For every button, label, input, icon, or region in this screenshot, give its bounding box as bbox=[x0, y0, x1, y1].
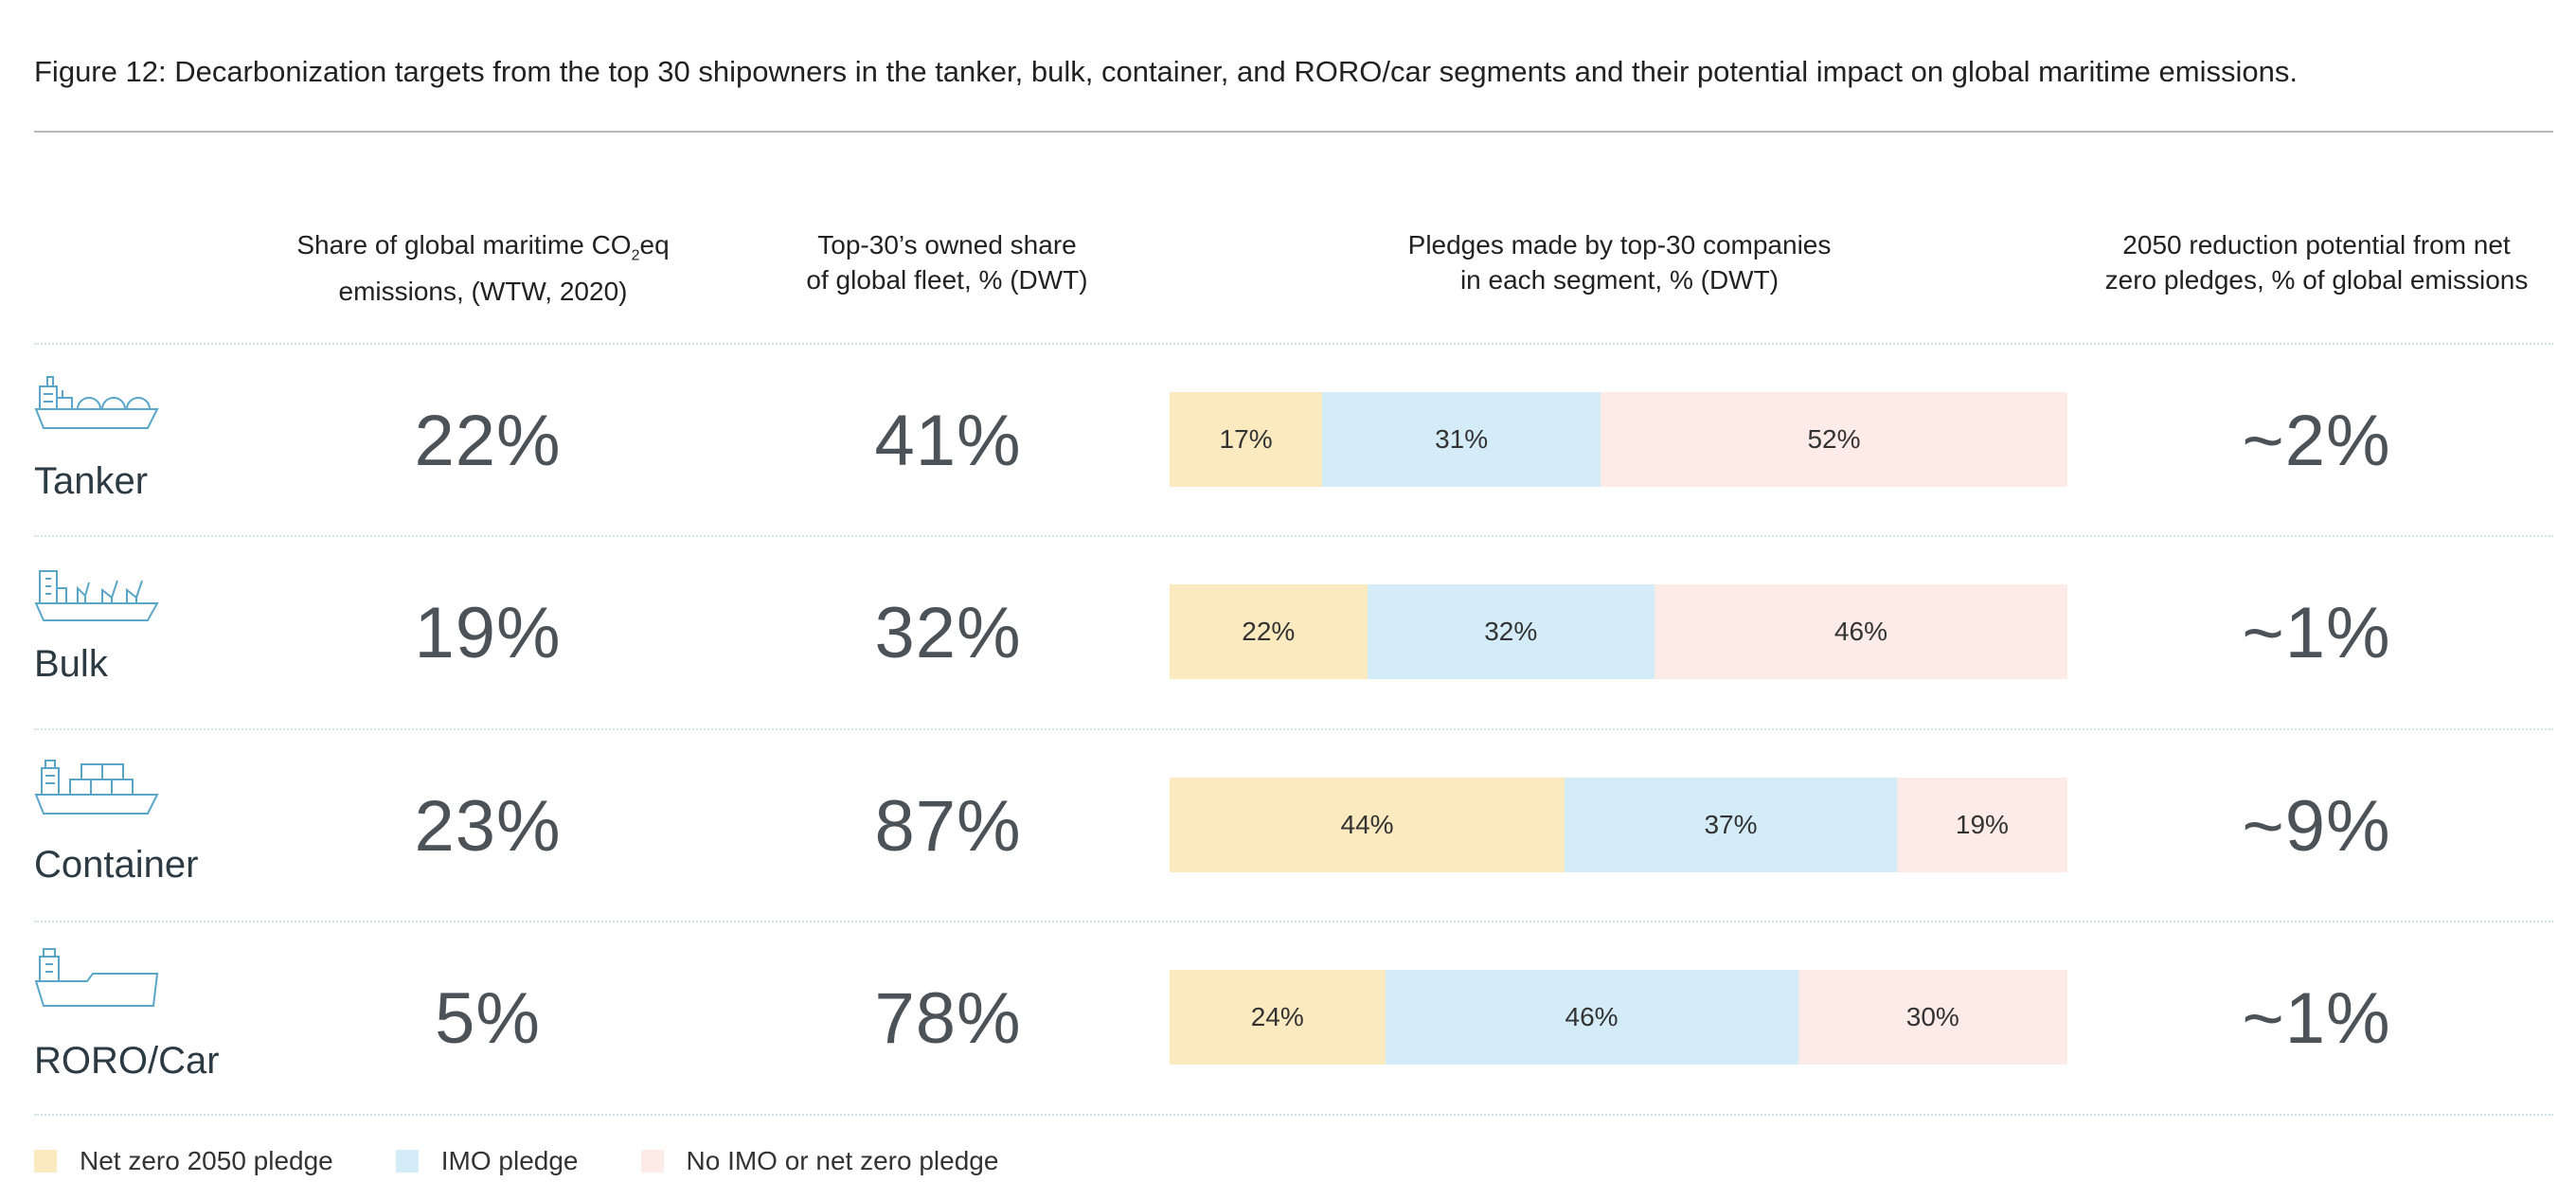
bar-value-label: 31% bbox=[1435, 424, 1489, 454]
header-share-line2: emissions, (WTW, 2020) bbox=[338, 276, 628, 306]
pledge-bar: 17% 31% 52% bbox=[1170, 392, 2067, 487]
legend: Net zero 2050 pledge IMO pledge No IMO o… bbox=[34, 1146, 1061, 1176]
bar-value-label: 52% bbox=[1807, 424, 1861, 454]
header-pledges: Pledges made by top-30 companies in each… bbox=[1373, 227, 1866, 297]
reduction-potential-value: ~1% bbox=[2242, 978, 2391, 1059]
pledge-bar: 44% 37% 19% bbox=[1170, 778, 2067, 872]
header-share-line1-pre: Share of global maritime CO bbox=[296, 230, 632, 260]
header-pledges-line1: Pledges made by top-30 companies bbox=[1407, 230, 1832, 260]
bar-segment-imo: 37% bbox=[1565, 778, 1897, 872]
bar-segment-no-pledge: 19% bbox=[1896, 778, 2067, 872]
header-potential-line1: 2050 reduction potential from net bbox=[2122, 230, 2511, 260]
share-of-emissions-value: 22% bbox=[414, 401, 562, 481]
bar-segment-no-pledge: 52% bbox=[1601, 392, 2067, 487]
bar-segment-no-pledge: 30% bbox=[1798, 970, 2067, 1065]
legend-label: No IMO or net zero pledge bbox=[686, 1146, 999, 1175]
figure-title: Figure 12: Decarbonization targets from … bbox=[34, 55, 2298, 88]
bar-value-label: 44% bbox=[1340, 810, 1394, 839]
header-share-line1-sub: 2 bbox=[631, 247, 640, 264]
segment-label: Bulk bbox=[34, 643, 108, 685]
header-pledges-line2: in each segment, % (DWT) bbox=[1459, 265, 1780, 295]
reduction-potential-value: ~1% bbox=[2242, 593, 2391, 673]
header-reduction-potential: 2050 reduction potential from net zero p… bbox=[2089, 227, 2544, 297]
bar-segment-imo: 46% bbox=[1385, 970, 1798, 1065]
legend-swatch bbox=[34, 1150, 57, 1173]
segment-label: RORO/Car bbox=[34, 1040, 220, 1082]
owned-share-value: 32% bbox=[874, 593, 1022, 673]
bar-value-label: 37% bbox=[1704, 810, 1758, 839]
header-owned-line2: of global fleet, % (DWT) bbox=[806, 265, 1088, 295]
owned-share-value: 78% bbox=[874, 978, 1022, 1059]
row-divider bbox=[34, 535, 2553, 537]
bulk-ship-icon bbox=[34, 570, 159, 621]
legend-label: IMO pledge bbox=[440, 1146, 579, 1175]
bar-segment-net-zero: 22% bbox=[1170, 584, 1368, 679]
legend-item-net-zero: Net zero 2050 pledge bbox=[34, 1146, 333, 1176]
bar-segment-net-zero: 44% bbox=[1170, 778, 1565, 872]
pledge-bar: 22% 32% 46% bbox=[1170, 584, 2067, 679]
tanker-ship-icon bbox=[34, 376, 159, 429]
share-of-emissions-value: 23% bbox=[414, 786, 562, 867]
legend-item-no-pledge: No IMO or net zero pledge bbox=[640, 1146, 999, 1176]
owned-share-value: 41% bbox=[874, 401, 1022, 481]
roro-ship-icon bbox=[34, 948, 159, 1007]
bar-segment-imo: 32% bbox=[1367, 584, 1655, 679]
segment-label: Tanker bbox=[34, 460, 149, 502]
header-share-line1-post: eq bbox=[639, 230, 670, 260]
reduction-potential-value: ~2% bbox=[2242, 401, 2391, 481]
header-potential-line2: zero pledges, % of global emissions bbox=[2104, 265, 2529, 295]
title-divider bbox=[34, 131, 2553, 133]
bar-segment-no-pledge: 46% bbox=[1654, 584, 2067, 679]
segment-label: Container bbox=[34, 844, 199, 886]
bar-value-label: 32% bbox=[1484, 617, 1538, 646]
legend-swatch bbox=[640, 1150, 664, 1173]
row-divider bbox=[34, 343, 2553, 345]
segment-row-bulk: Bulk 19% 32% 22% 32% 46% ~1% bbox=[0, 537, 2576, 728]
legend-label: Net zero 2050 pledge bbox=[80, 1146, 333, 1175]
bar-value-label: 30% bbox=[1905, 1002, 1959, 1031]
bar-value-label: 19% bbox=[1955, 810, 2009, 839]
bar-segment-imo: 31% bbox=[1322, 392, 1601, 487]
bar-value-label: 17% bbox=[1219, 424, 1273, 454]
reduction-potential-value: ~9% bbox=[2242, 786, 2391, 867]
bar-value-label: 46% bbox=[1834, 617, 1887, 646]
header-owned-share: Top-30’s owned share of global fleet, % … bbox=[767, 227, 1127, 297]
legend-item-imo: IMO pledge bbox=[395, 1146, 579, 1176]
share-of-emissions-value: 19% bbox=[414, 593, 562, 673]
row-divider bbox=[34, 921, 2553, 922]
row-divider bbox=[34, 1114, 2553, 1116]
share-of-emissions-value: 5% bbox=[435, 978, 541, 1059]
bar-segment-net-zero: 17% bbox=[1170, 392, 1323, 487]
pledge-bar: 24% 46% 30% bbox=[1170, 970, 2067, 1065]
bar-value-label: 22% bbox=[1242, 617, 1296, 646]
legend-swatch bbox=[395, 1150, 419, 1173]
header-owned-line1: Top-30’s owned share bbox=[817, 230, 1077, 260]
header-share-of-emissions: Share of global maritime CO2eq emissions… bbox=[275, 227, 691, 309]
segment-row-container: Container 23% 87% 44% 37% 19% ~9% bbox=[0, 730, 2576, 922]
bar-value-label: 46% bbox=[1565, 1002, 1619, 1031]
segment-row-tanker: Tanker 22% 41% 17% 31% 52% ~2% bbox=[0, 345, 2576, 536]
bar-segment-net-zero: 24% bbox=[1170, 970, 1386, 1065]
row-divider bbox=[34, 728, 2553, 730]
segment-row-roro: RORO/Car 5% 78% 24% 46% 30% ~1% bbox=[0, 922, 2576, 1114]
container-ship-icon bbox=[34, 760, 159, 815]
bar-value-label: 24% bbox=[1250, 1002, 1304, 1031]
owned-share-value: 87% bbox=[874, 786, 1022, 867]
